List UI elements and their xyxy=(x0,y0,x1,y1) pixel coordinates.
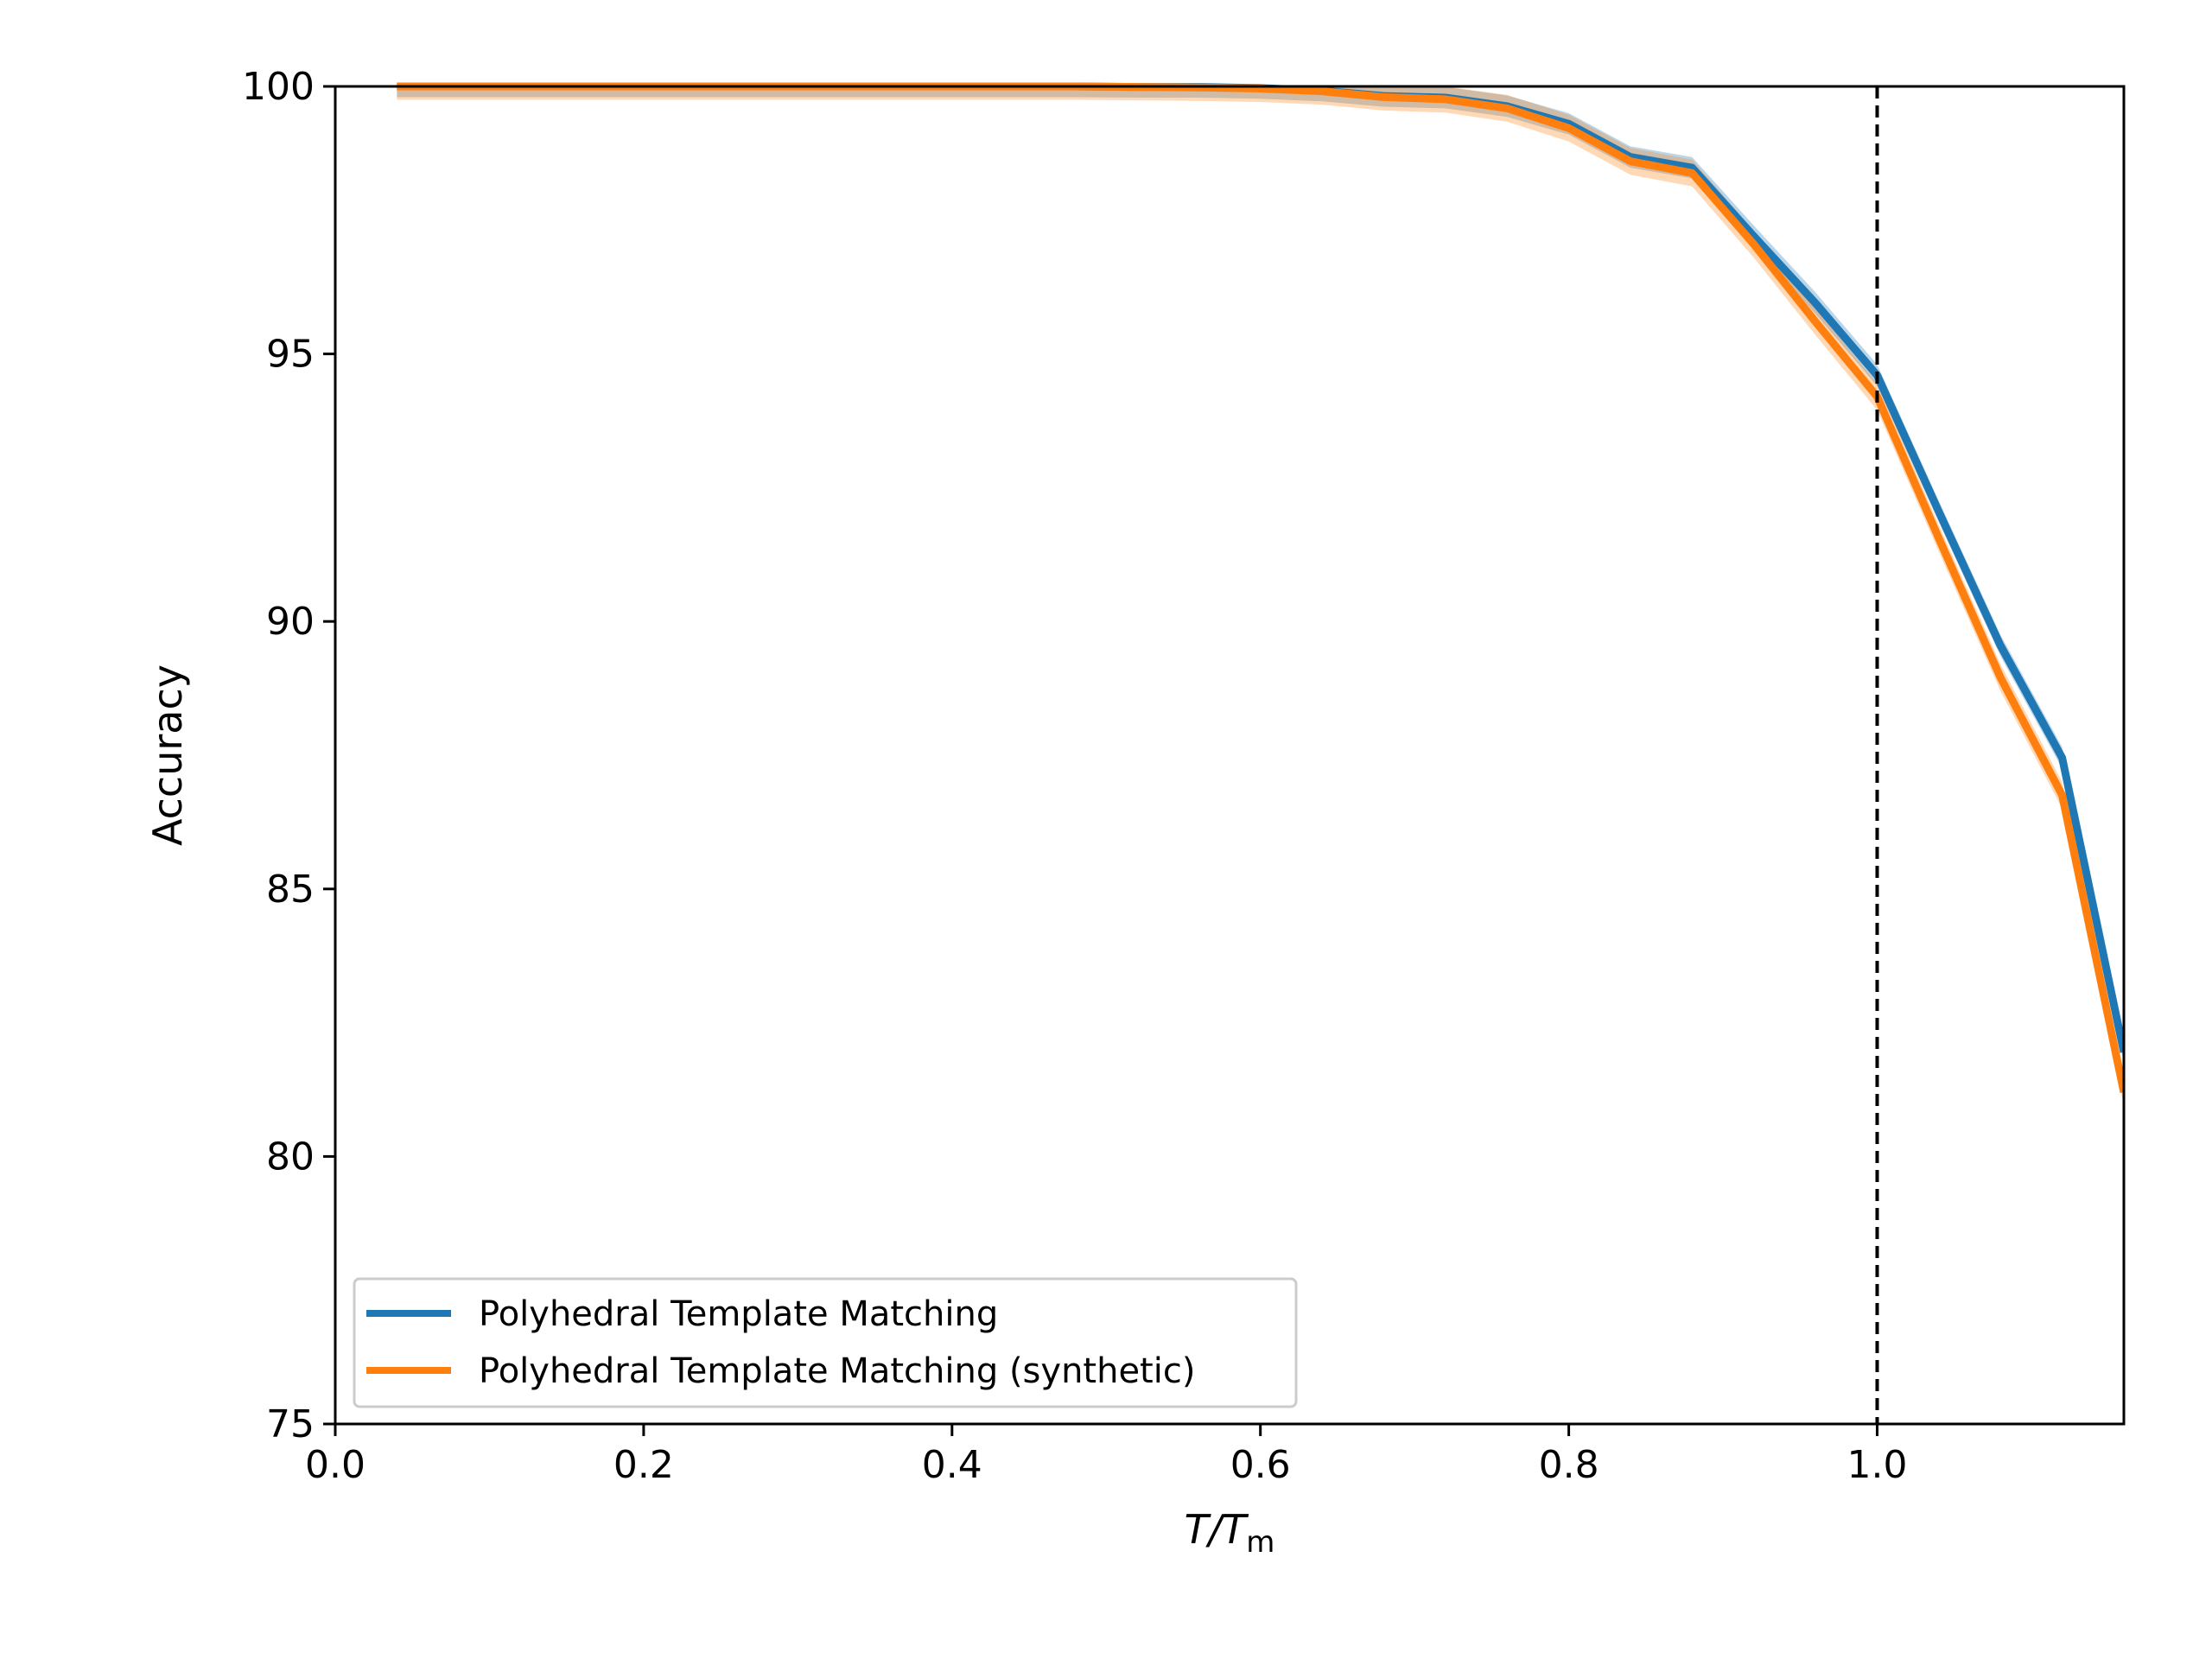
x-axis-label: T/Tm xyxy=(1185,1506,1275,1560)
y-tick-label-0: 75 xyxy=(266,1402,315,1446)
x-tick-label-3: 0.6 xyxy=(1230,1443,1291,1487)
legend-entry-ptm-synthetic: Polyhedral Template Matching (synthetic) xyxy=(479,1351,1195,1391)
y-tick-label-5: 100 xyxy=(242,65,315,109)
y-tick-label-3: 90 xyxy=(266,600,315,644)
plot-frame xyxy=(334,85,2126,1426)
legend-entry-ptm: Polyhedral Template Matching xyxy=(479,1294,998,1334)
y-axis-ticks: 75 80 85 90 95 100 xyxy=(242,65,335,1446)
y-tick-label-4: 95 xyxy=(266,333,315,377)
legend-box xyxy=(353,1277,1298,1408)
x-tick-label-2: 0.4 xyxy=(922,1443,982,1487)
y-tick-label-2: 85 xyxy=(266,868,315,912)
x-axis-ticks: 0.0 0.2 0.4 0.6 0.8 1.0 xyxy=(305,1424,1907,1487)
x-axis-label-main: T/T xyxy=(1185,1506,1250,1553)
y-tick-label-1: 80 xyxy=(266,1135,315,1179)
y-axis-label: Accuracy xyxy=(144,664,191,846)
x-tick-label-5: 1.0 xyxy=(1847,1443,1907,1487)
x-tick-label-0: 0.0 xyxy=(305,1443,365,1487)
x-tick-label-4: 0.8 xyxy=(1539,1443,1599,1487)
x-axis-label-sub: m xyxy=(1246,1525,1274,1560)
legend: Polyhedral Template Matching Polyhedral … xyxy=(353,1277,1298,1408)
x-tick-label-1: 0.2 xyxy=(613,1443,674,1487)
